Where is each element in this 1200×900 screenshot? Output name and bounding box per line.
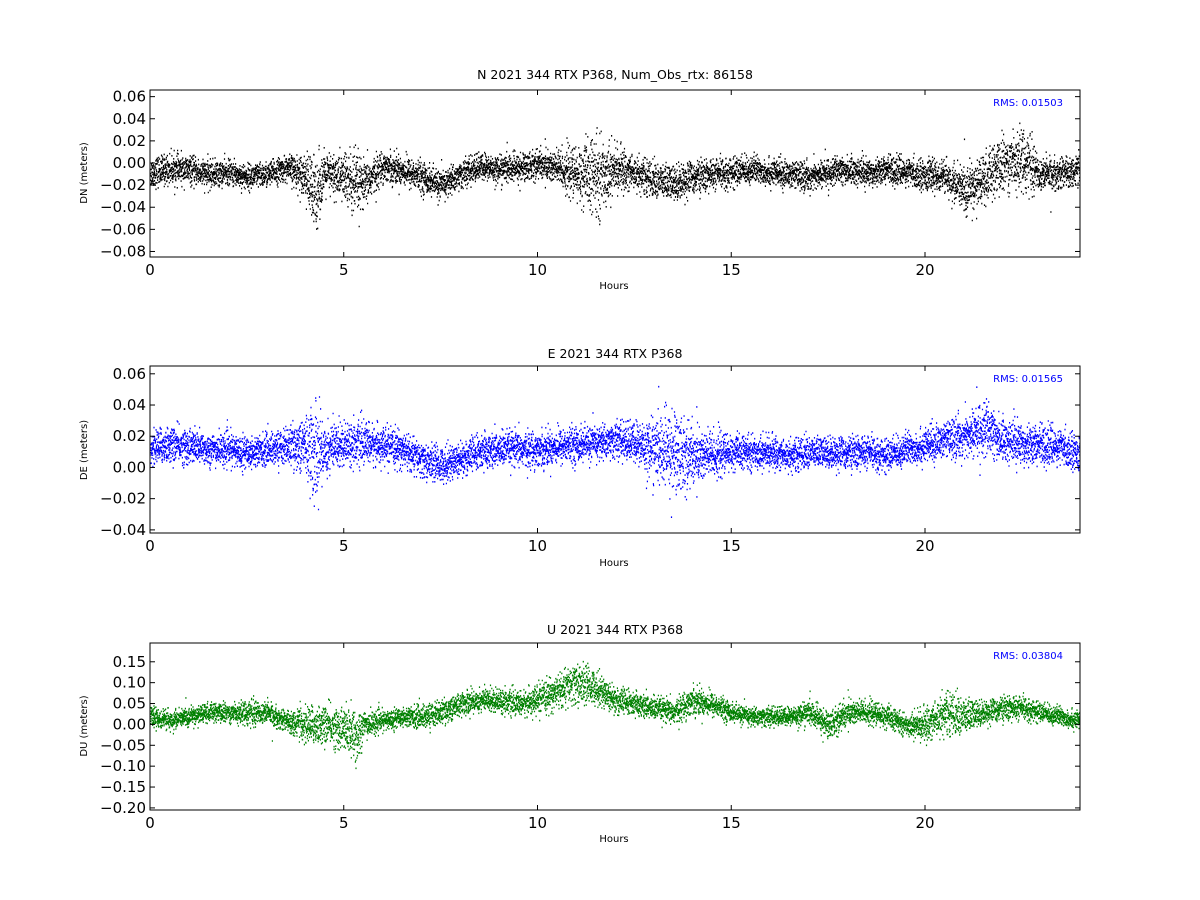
panel-up-xlabel: Hours [599, 834, 628, 845]
x-tick-label: 20 [915, 814, 934, 832]
y-tick-label: 0.06 [113, 88, 146, 106]
x-tick-label: 0 [145, 261, 155, 279]
y-tick-label: 0.00 [113, 715, 146, 733]
y-tick-label: −0.04 [100, 521, 146, 539]
panel-north-ylabel: DN (meters) [79, 142, 90, 204]
panel-up-title: U 2021 344 RTX P368 [547, 622, 683, 637]
panel-east-points [150, 385, 1080, 518]
x-tick-label: 10 [528, 814, 547, 832]
panel-east-title: E 2021 344 RTX P368 [548, 346, 683, 361]
panel-up: U 2021 344 RTX P368 0 5 10 15 20 −0.20 −0.15 −0… [79, 622, 1081, 845]
panel-east-xlabel: Hours [599, 558, 628, 569]
panel-north-axes: 0 5 10 15 20 −0.08 −0.06 −0.04 −0.02 0.00 0.02 0.04… [100, 88, 1080, 279]
y-tick-label: 0.10 [113, 674, 146, 692]
x-tick-label: 5 [339, 261, 349, 279]
panel-up-points [150, 660, 1080, 770]
y-tick-label: 0.15 [113, 653, 146, 671]
x-tick-label: 20 [915, 537, 934, 555]
y-tick-label: 0.02 [113, 427, 146, 445]
y-tick-label: 0.00 [113, 154, 146, 172]
x-tick-label: 20 [915, 261, 934, 279]
x-tick-label: 5 [339, 814, 349, 832]
panel-north: N 2021 344 RTX P368, Num_Obs_rtx: 86158 … [79, 67, 1081, 292]
x-tick-label: 5 [339, 537, 349, 555]
panel-north-rms-annotation: RMS: 0.01503 [993, 98, 1063, 109]
y-tick-label: −0.08 [100, 242, 146, 260]
panel-east-axes: 0 5 10 15 20 −0.04 −0.02 0.00 0.02 0.04 0.06 [100, 365, 1080, 555]
y-tick-label: −0.02 [100, 490, 146, 508]
panel-north-title: N 2021 344 RTX P368, Num_Obs_rtx: 86158 [477, 67, 753, 82]
y-tick-label: 0.04 [113, 396, 146, 414]
panel-north-data-points [150, 122, 1080, 230]
panel-up-frame [149, 642, 1081, 811]
panel-up-axes: 0 5 10 15 20 −0.20 −0.15 −0.10 −0.05 0.00 0.05 0.10… [100, 643, 1080, 832]
panel-east-rms-annotation: RMS: 0.01565 [993, 374, 1063, 385]
y-tick-label: −0.04 [100, 198, 146, 216]
x-tick-label: 0 [145, 814, 155, 832]
x-tick-label: 15 [722, 261, 741, 279]
x-tick-label: 15 [722, 814, 741, 832]
panel-east: E 2021 344 RTX P368 0 5 10 15 20 −0.04 −0.02 0.… [79, 346, 1081, 569]
panel-east-frame [149, 365, 1081, 534]
y-tick-label: −0.15 [100, 778, 146, 796]
y-tick-label: 0.00 [113, 458, 146, 476]
y-tick-label: −0.20 [100, 799, 146, 817]
x-tick-label: 10 [528, 537, 547, 555]
y-tick-label: −0.02 [100, 176, 146, 194]
x-tick-label: 0 [145, 537, 155, 555]
panel-east-ylabel: DE (meters) [79, 420, 90, 480]
panel-north-xlabel: Hours [599, 281, 628, 292]
y-tick-label: −0.06 [100, 220, 146, 238]
y-tick-label: −0.10 [100, 757, 146, 775]
y-tick-label: 0.06 [113, 365, 146, 383]
panel-east-data-points [150, 385, 1080, 518]
x-tick-label: 10 [528, 261, 547, 279]
y-tick-label: −0.05 [100, 736, 146, 754]
x-tick-label: 15 [722, 537, 741, 555]
y-tick-label: 0.02 [113, 132, 146, 150]
y-tick-label: 0.04 [113, 110, 146, 128]
panel-up-ylabel: DU (meters) [79, 695, 90, 756]
panel-north-points [150, 122, 1080, 230]
panel-north-frame [149, 89, 1081, 258]
panel-up-data-points [150, 660, 1080, 770]
y-tick-label: 0.05 [113, 695, 146, 713]
panel-up-rms-annotation: RMS: 0.03804 [993, 651, 1063, 662]
